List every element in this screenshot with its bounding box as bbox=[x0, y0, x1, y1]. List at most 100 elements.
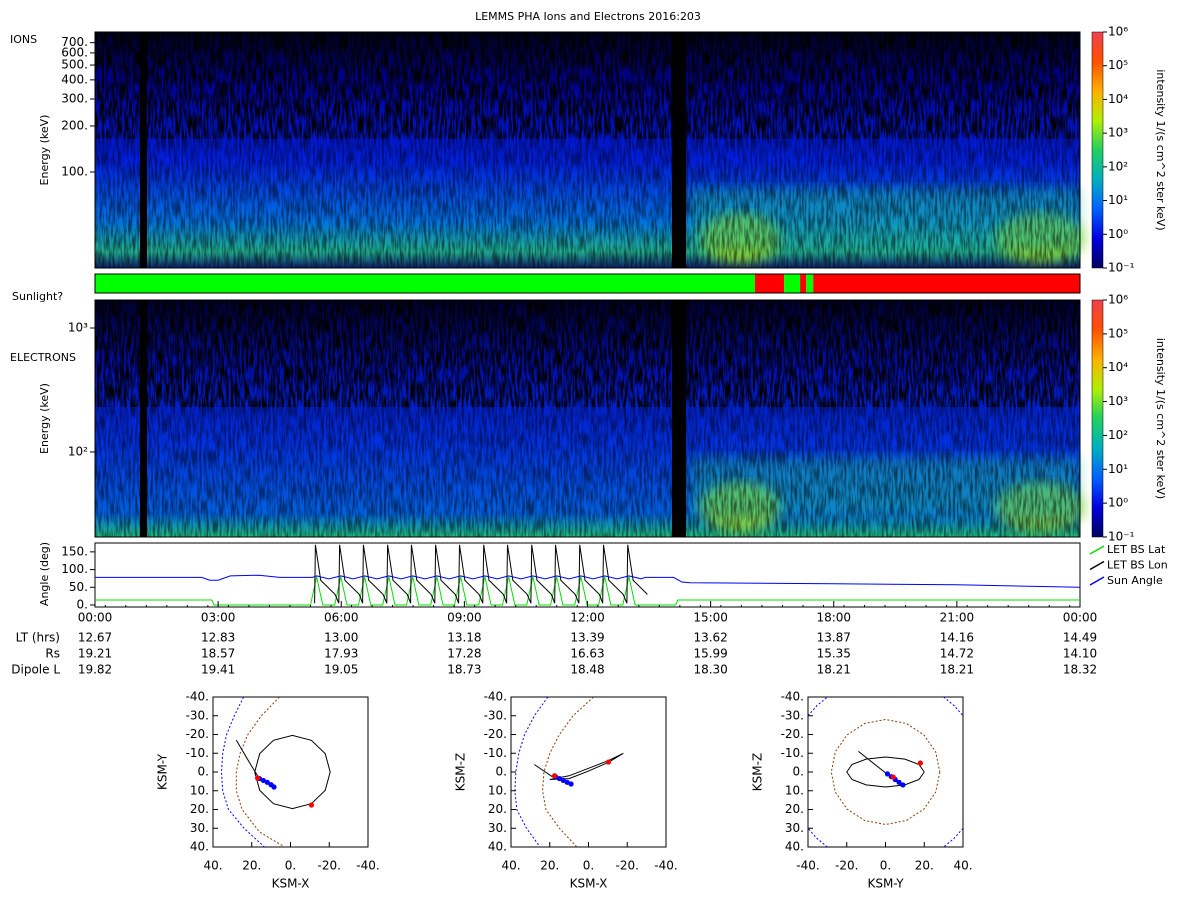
y-tick-label: 10. bbox=[190, 783, 209, 797]
colorbar-tick-label: 10² bbox=[1108, 159, 1128, 173]
x-tick-label: 20. bbox=[242, 859, 261, 873]
sunlight-segment bbox=[800, 274, 807, 293]
colorbar bbox=[1091, 31, 1104, 269]
y-tick-label: 30. bbox=[488, 821, 507, 835]
orbit-marker bbox=[568, 781, 574, 787]
figure-title: LEMMS PHA Ions and Electrons 2016:203 bbox=[475, 10, 701, 23]
orbit-marker bbox=[890, 774, 896, 780]
y-tick-label: -10. bbox=[484, 746, 507, 760]
colorbar-tick-label: 10¹ bbox=[1108, 462, 1128, 476]
orbit-marker bbox=[308, 802, 315, 808]
y-tick-label: 20. bbox=[190, 802, 209, 816]
orbit-marker bbox=[560, 777, 566, 784]
y-tick-label: 10² bbox=[68, 444, 88, 458]
colorbar-label: intensity 1/(s cm^2 ster keV) bbox=[1154, 338, 1167, 499]
ephemeris-value: 13.62 bbox=[693, 631, 727, 645]
ephemeris-value: 17.28 bbox=[447, 647, 481, 661]
x-tick-label: 09:00 bbox=[447, 611, 482, 625]
plot-frame bbox=[510, 696, 667, 848]
x-tick-label: -20. bbox=[616, 859, 639, 873]
legend-label: LET BS Lat bbox=[1107, 543, 1166, 556]
series-line bbox=[314, 544, 648, 604]
data-gap bbox=[672, 32, 686, 268]
panel-frame bbox=[94, 542, 1081, 608]
y-tick-label: 100. bbox=[61, 165, 88, 179]
x-tick-label: 0. bbox=[583, 859, 594, 873]
y-tick-label: -10. bbox=[781, 746, 804, 760]
x-tick-label: 03:00 bbox=[201, 611, 236, 625]
ephemeris-value: 19.21 bbox=[78, 647, 112, 661]
orbit-marker bbox=[556, 775, 563, 782]
x-tick-label: 21:00 bbox=[940, 611, 975, 625]
x-tick-label: 20. bbox=[915, 859, 934, 873]
colorbar-label: intensity 1/(s cm^2 ster keV) bbox=[1154, 69, 1167, 230]
x-tick-label: -40. bbox=[356, 859, 379, 873]
y-tick-label: 40. bbox=[488, 840, 507, 854]
spectrogram-texture bbox=[95, 32, 1080, 268]
orbit-marker bbox=[900, 782, 906, 788]
x-tick-label: -40. bbox=[654, 859, 677, 873]
data-gap bbox=[140, 32, 147, 268]
y-tick-label: -40. bbox=[484, 690, 507, 704]
y-axis-label: Energy (keV) bbox=[38, 383, 51, 454]
colorbar-tick-label: 10⁻¹ bbox=[1108, 530, 1135, 544]
y-tick-label: 10. bbox=[488, 783, 507, 797]
x-tick-label: 40. bbox=[501, 859, 520, 873]
y-tick-label: 10. bbox=[785, 783, 804, 797]
series-line bbox=[95, 576, 1080, 606]
plot-area bbox=[220, 697, 331, 847]
x-tick-label: 12:00 bbox=[570, 611, 605, 625]
y-tick-label: 50. bbox=[69, 580, 88, 594]
ephemeris-value: 12.83 bbox=[201, 631, 235, 645]
sunlight-segment bbox=[95, 274, 755, 293]
colorbar-tick-label: 10⁴ bbox=[1108, 92, 1128, 106]
sunlight-segment bbox=[813, 274, 1080, 293]
y-tick-label: 0. bbox=[496, 765, 507, 779]
panel-frame bbox=[94, 31, 1081, 269]
colorbar bbox=[1091, 299, 1104, 538]
legend-label: Sun Angle bbox=[1107, 574, 1163, 587]
y-tick-label: -40. bbox=[781, 690, 804, 704]
orbit-marker bbox=[551, 773, 558, 779]
ephemeris-value: 18.30 bbox=[693, 663, 727, 677]
x-tick-label: 06:00 bbox=[324, 611, 359, 625]
y-tick-label: 0. bbox=[77, 598, 88, 612]
x-tick-label: 40. bbox=[203, 859, 222, 873]
y-tick-label: 0. bbox=[793, 765, 804, 779]
ephemeris-value: 19.82 bbox=[78, 663, 112, 677]
spectrogram-texture bbox=[95, 300, 1080, 537]
ephemeris-value: 18.73 bbox=[447, 663, 481, 677]
ephemeris-value: 18.21 bbox=[940, 663, 974, 677]
x-tick-label: 00:00 bbox=[1063, 611, 1098, 625]
x-tick-label: 40. bbox=[953, 859, 972, 873]
y-tick-label: -30. bbox=[781, 708, 804, 722]
ephemeris-value: 18.57 bbox=[201, 647, 235, 661]
ephemeris-value: 13.00 bbox=[324, 631, 358, 645]
y-axis-label: Energy (keV) bbox=[38, 115, 51, 186]
orbit-line bbox=[542, 697, 594, 847]
legend-swatch bbox=[1089, 545, 1105, 555]
x-axis-label: KSM-X bbox=[570, 877, 608, 891]
colorbar-tick-label: 10³ bbox=[1108, 394, 1128, 408]
x-axis-label: KSM-Y bbox=[867, 877, 904, 891]
ephemeris-value: 18.48 bbox=[570, 663, 604, 677]
series-line bbox=[95, 574, 1081, 588]
colorbar-tick-label: 10⁶ bbox=[1108, 25, 1128, 39]
ephemeris-value: 14.49 bbox=[1063, 631, 1097, 645]
y-tick-label: 40. bbox=[785, 840, 804, 854]
panel-label: Sunlight? bbox=[12, 290, 63, 303]
colorbar-tick-label: 10³ bbox=[1108, 126, 1128, 140]
y-axis-label: KSM-Z bbox=[751, 753, 765, 791]
sunlight-segment bbox=[806, 274, 814, 293]
ephemeris-value: 19.05 bbox=[324, 663, 358, 677]
ephemeris-value: 18.21 bbox=[817, 663, 851, 677]
y-tick-label: -40. bbox=[186, 690, 209, 704]
x-axis-label: KSM-X bbox=[272, 877, 310, 891]
sunlight-segment bbox=[784, 274, 801, 293]
ephemeris-value: 19.41 bbox=[201, 663, 235, 677]
y-tick-label: 20. bbox=[488, 802, 507, 816]
ephemeris-value: 12.67 bbox=[78, 631, 112, 645]
orbit-marker bbox=[564, 779, 570, 785]
